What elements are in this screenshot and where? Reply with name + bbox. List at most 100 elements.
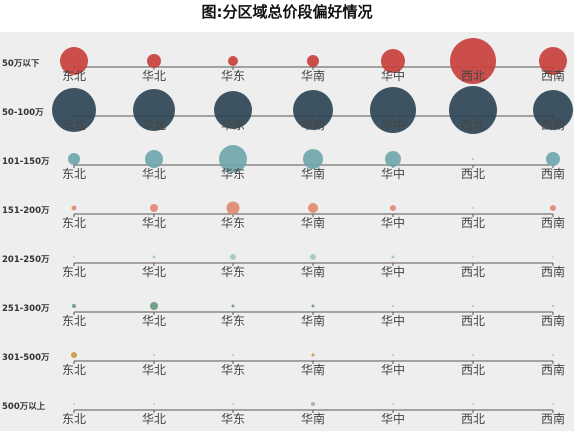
bubble	[370, 87, 416, 133]
category-tick-label: 西南	[541, 362, 565, 377]
bubble	[533, 90, 573, 130]
category-tick-label: 华东	[221, 265, 245, 279]
category-tick-label: 西北	[461, 118, 485, 132]
bubble	[552, 256, 554, 258]
category-tick-label: 华北	[142, 265, 166, 279]
bubble	[303, 149, 323, 169]
category-tick-label: 华北	[142, 69, 166, 83]
row-label: 50-100万	[2, 108, 44, 118]
category-tick-label: 西南	[541, 264, 565, 279]
bubble	[73, 256, 75, 258]
category-tick-label: 西北	[461, 314, 485, 328]
category-tick-label: 华中	[381, 264, 405, 279]
category-tick-label: 华南	[301, 166, 325, 181]
row-label: 500万以上	[2, 401, 46, 412]
bubble	[392, 403, 394, 405]
bubble	[472, 305, 474, 307]
category-tick-label: 东北	[62, 314, 86, 328]
bubble	[147, 54, 161, 68]
bubble	[311, 304, 315, 308]
bubble	[307, 55, 319, 67]
category-tick-label: 西北	[461, 363, 485, 377]
bubble	[214, 91, 252, 129]
category-tick-label: 东北	[62, 216, 86, 230]
row-label: 251-300万	[2, 304, 50, 314]
bubble	[450, 38, 496, 84]
category-tick-label: 西北	[461, 216, 485, 230]
category-tick-label: 西北	[461, 412, 485, 426]
category-tick-label: 西北	[461, 69, 485, 83]
category-tick-label: 华南	[301, 264, 325, 279]
category-tick-label: 东北	[62, 412, 86, 426]
bubble	[72, 304, 76, 308]
category-tick-label: 华北	[142, 363, 166, 377]
bubble	[310, 254, 316, 260]
category-tick-label: 东北	[62, 167, 86, 181]
category-tick-label: 华中	[381, 68, 405, 83]
category-tick-label: 西南	[541, 68, 565, 83]
category-tick-label: 西南	[541, 117, 565, 132]
category-tick-label: 东北	[62, 69, 86, 83]
row-label: 50万以下	[2, 59, 40, 69]
category-tick-label: 华中	[381, 166, 405, 181]
bubble	[472, 403, 474, 405]
bubble	[153, 354, 155, 356]
category-tick-label: 华东	[221, 363, 245, 377]
category-tick-label: 华南	[301, 362, 325, 377]
category-tick-label: 华东	[221, 118, 245, 132]
row-label: 301-500万	[2, 353, 50, 363]
category-tick-label: 华南	[301, 313, 325, 328]
category-tick-label: 华中	[381, 362, 405, 377]
category-tick-label: 西北	[461, 265, 485, 279]
bubble	[228, 56, 238, 66]
category-tick-label: 华南	[301, 411, 325, 426]
bubble	[449, 86, 497, 134]
category-tick-label: 西南	[541, 411, 565, 426]
category-tick-label: 华北	[142, 216, 166, 230]
bubble	[231, 304, 235, 308]
bubble	[150, 302, 158, 310]
bubble	[472, 158, 474, 160]
category-tick-label: 华北	[142, 118, 166, 132]
bubble	[226, 201, 240, 215]
row-label: 201-250万	[2, 255, 50, 265]
category-tick-label: 华东	[221, 69, 245, 83]
category-tick-label: 东北	[62, 363, 86, 377]
category-tick-label: 西南	[541, 166, 565, 181]
bubble	[311, 402, 315, 406]
bubble	[392, 354, 394, 356]
category-tick-label: 华中	[381, 313, 405, 328]
category-tick-label: 华南	[301, 68, 325, 83]
bubble	[546, 152, 560, 166]
bubble	[232, 403, 234, 405]
bubble	[52, 88, 96, 132]
category-tick-label: 华南	[301, 215, 325, 230]
bubble	[145, 150, 163, 168]
category-tick-label: 华东	[221, 412, 245, 426]
bubble	[385, 151, 401, 167]
bubble	[68, 153, 80, 165]
bubble	[472, 256, 474, 258]
bubble	[153, 403, 155, 405]
bubble	[71, 352, 77, 358]
bubble	[472, 207, 474, 209]
row-label: 101-150万	[2, 157, 50, 167]
category-tick-label: 华中	[381, 411, 405, 426]
category-tick-label: 华东	[221, 314, 245, 328]
category-tick-label: 华南	[301, 117, 325, 132]
category-tick-label: 华东	[221, 167, 245, 181]
category-tick-label: 西南	[541, 215, 565, 230]
bubble	[230, 254, 236, 260]
bubble	[552, 354, 554, 356]
category-tick-label: 华北	[142, 167, 166, 181]
bubble	[552, 305, 554, 307]
category-tick-label: 东北	[62, 118, 86, 132]
bubble	[539, 47, 567, 75]
bubble	[381, 49, 405, 73]
